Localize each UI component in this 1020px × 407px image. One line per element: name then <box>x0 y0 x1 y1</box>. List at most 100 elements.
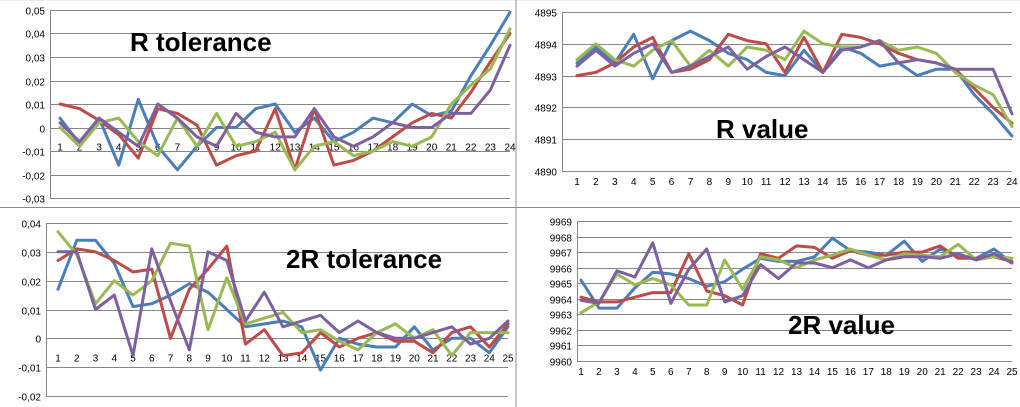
r-tolerance-x-tick-label: 1 <box>57 143 63 154</box>
r-value-y-tick-label: 4891 <box>535 136 558 147</box>
r-tolerance-x-tick-label: 4 <box>116 143 122 154</box>
2r-tolerance-x-tick-label: 22 <box>446 353 458 364</box>
2r-tolerance-y-tick-label: 0,01 <box>22 307 42 318</box>
r-tolerance-y-tick-label: 0,01 <box>26 101 46 112</box>
r-value-x-tick-label: 9 <box>726 177 732 188</box>
r-tolerance-x-tick-label: 17 <box>367 143 379 154</box>
2r-value-x-tick-label: 6 <box>668 367 674 378</box>
2r-tolerance-y-tick-label: -0,02 <box>18 393 41 404</box>
r-value-x-tick-label: 24 <box>1006 177 1018 188</box>
2r-tolerance-series-1-line <box>56 238 510 372</box>
r-tolerance-x-tick-label: 10 <box>231 143 243 154</box>
r-value-x-tick-label: 17 <box>874 177 886 188</box>
2r-value-chart: 9969 9968 9967 9966 9965 9964 9963 9962 9961 9960… <box>550 218 1018 379</box>
2r-tolerance-x-tick-label: 23 <box>465 353 477 364</box>
r-value-x-tick-label: 8 <box>707 177 713 188</box>
2r-tolerance-y-tick-label: 0,04 <box>22 220 42 231</box>
2r-tolerance-y-tick-label: 0,02 <box>22 278 42 289</box>
2r-value-x-tick-label: 8 <box>704 367 710 378</box>
r-value-series-4-line <box>575 39 1014 116</box>
2r-value-y-tick-label: 9962 <box>550 327 573 338</box>
2r-tolerance-title: 2R tolerance <box>286 244 442 274</box>
2r-tolerance-x-tick-label: 1 <box>55 353 61 364</box>
r-tolerance-x-tick-label: 9 <box>214 143 220 154</box>
2r-value-x-tick-label: 10 <box>737 367 749 378</box>
2r-tolerance-y-tick-label: 0,03 <box>22 249 42 260</box>
r-tolerance-y-tick-label: 0,02 <box>26 78 46 89</box>
r-value-y-tick-label: 4890 <box>535 168 558 179</box>
r-tolerance-x-tick-label: 18 <box>387 143 399 154</box>
2r-value-y-tick-label: 9961 <box>550 342 573 353</box>
r-tolerance-x-tick-label: 2 <box>77 143 83 154</box>
2r-value-x-tick-label: 24 <box>988 367 1000 378</box>
2r-value-x-tick-label: 20 <box>917 367 929 378</box>
2r-value-x-tick-label: 3 <box>614 367 620 378</box>
2r-tolerance-x-tick-label: 4 <box>111 353 117 364</box>
r-tolerance-y-tick-label: 0 <box>39 125 45 136</box>
2r-value-x-tick-label: 5 <box>650 367 656 378</box>
2r-tolerance-x-tick-label: 17 <box>352 353 364 364</box>
r-value-x-tick-label: 18 <box>893 177 905 188</box>
r-value-title: R value <box>716 114 809 144</box>
r-value-x-tick-label: 13 <box>798 177 810 188</box>
r-value-x-tick-label: 21 <box>950 177 962 188</box>
r-tolerance-x-tick-label: 15 <box>328 143 340 154</box>
2r-value-x-tick-label: 4 <box>632 367 638 378</box>
r-tolerance-chart: 0,050,040,030,020,010-0,01-0,02-0,031 2 3 4… <box>22 7 516 206</box>
r-value-x-tick-label: 12 <box>779 177 791 188</box>
2r-value-title: 2R value <box>788 310 895 340</box>
2r-tolerance-x-tick-label: 16 <box>334 353 346 364</box>
r-tolerance-x-tick-label: 24 <box>504 143 516 154</box>
2r-tolerance-x-tick-label: 11 <box>240 353 251 364</box>
r-tolerance-x-tick-label: 21 <box>446 143 458 154</box>
2r-value-x-tick-label: 19 <box>899 367 911 378</box>
2r-value-y-tick-label: 9966 <box>550 265 573 276</box>
2r-value-y-tick-label: 9968 <box>550 234 573 245</box>
2r-tolerance-x-tick-label: 3 <box>93 353 99 364</box>
2r-value-series-4-line <box>579 241 1014 305</box>
2r-tolerance-x-tick-label: 19 <box>390 353 402 364</box>
r-value-x-tick-label: 15 <box>836 177 848 188</box>
2r-tolerance-x-tick-label: 15 <box>315 353 327 364</box>
2r-tolerance-x-tick-label: 2 <box>74 353 80 364</box>
2r-value-x-tick-label: 21 <box>935 367 947 378</box>
r-value-y-tick-label: 4894 <box>535 41 558 52</box>
2r-tolerance-x-tick-label: 9 <box>205 353 211 364</box>
r-value-series-1-line <box>575 29 1014 138</box>
r-value-x-tick-label: 3 <box>612 177 618 188</box>
r-value-x-tick-label: 10 <box>742 177 754 188</box>
2r-tolerance-x-tick-label: 13 <box>277 353 289 364</box>
2r-tolerance-series-3-line <box>56 230 510 358</box>
r-tolerance-series-4-line <box>58 43 512 148</box>
2r-tolerance-y-tick-label: -0,01 <box>18 364 41 375</box>
2r-tolerance-x-tick-label: 8 <box>186 353 192 364</box>
2r-value-x-tick-label: 17 <box>863 367 875 378</box>
2r-value-x-tick-label: 18 <box>881 367 893 378</box>
r-tolerance-y-tick-label: 0,03 <box>26 54 46 65</box>
2r-value-y-tick-label: 9960 <box>550 358 573 369</box>
2r-value-y-tick-label: 9965 <box>550 280 573 291</box>
2r-value-y-tick-label: 9969 <box>550 218 573 229</box>
r-tolerance-series-3-line <box>58 27 512 172</box>
r-tolerance-y-tick-label: -0,02 <box>22 172 45 183</box>
2r-value-x-tick-label: 2 <box>596 367 602 378</box>
2r-tolerance-x-tick-label: 24 <box>484 353 496 364</box>
2r-tolerance-x-tick-label: 18 <box>371 353 383 364</box>
r-value-x-tick-label: 22 <box>969 177 981 188</box>
r-tolerance-x-tick-label: 22 <box>465 143 477 154</box>
2r-tolerance-x-tick-label: 7 <box>168 353 174 364</box>
r-tolerance-x-tick-label: 12 <box>270 143 282 154</box>
r-value-x-tick-label: 23 <box>988 177 1000 188</box>
r-value-x-tick-label: 19 <box>912 177 924 188</box>
r-value-y-tick-label: 4893 <box>535 73 558 84</box>
r-value-y-tick-label: 4895 <box>535 9 558 20</box>
2r-tolerance-x-tick-label: 12 <box>259 353 271 364</box>
2r-tolerance-x-tick-label: 20 <box>409 353 421 364</box>
2r-tolerance-y-tick-label: 0 <box>35 335 41 346</box>
2r-value-x-tick-label: 11 <box>755 367 766 378</box>
r-value-x-tick-label: 6 <box>669 177 675 188</box>
2r-value-x-tick-label: 25 <box>1006 367 1018 378</box>
r-value-x-tick-label: 20 <box>931 177 943 188</box>
